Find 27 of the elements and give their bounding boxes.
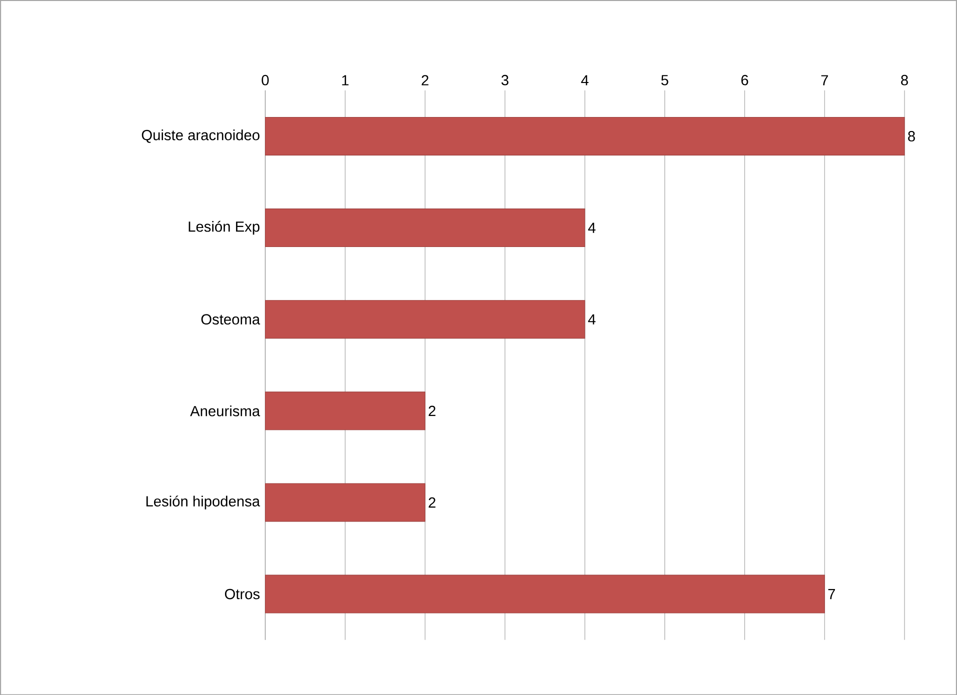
y-tick-label: Osteoma (201, 314, 260, 324)
data-label: 8 (908, 130, 915, 142)
x-tick-label: 4 (581, 75, 589, 86)
data-label: 2 (428, 406, 436, 416)
x-tick-label: 3 (501, 74, 508, 86)
bar (264, 300, 586, 338)
bar (264, 208, 586, 247)
bar (264, 574, 825, 614)
x-tick-label: 7 (821, 75, 828, 86)
x-tick-label: 2 (422, 74, 428, 86)
y-tick-label: Lesión hipodensa (146, 495, 260, 510)
y-tick-label: Lesión Exp (188, 220, 260, 235)
data-label: 4 (588, 314, 596, 324)
bar (264, 116, 905, 156)
data-label: 4 (588, 222, 596, 233)
y-tick-label: Aneurisma (190, 405, 260, 416)
x-tick-label: 5 (661, 74, 668, 86)
bar (264, 483, 426, 522)
data-label: 7 (828, 588, 835, 599)
x-tick-label: 8 (901, 74, 908, 86)
x-tick-label: 0 (262, 74, 269, 86)
y-tick-label: Quiste aracnoideo (142, 129, 260, 143)
x-tick-label: 6 (741, 74, 748, 86)
x-tick-label: 1 (342, 75, 349, 86)
y-tick-label: Otros (224, 588, 260, 600)
data-label: 2 (428, 497, 436, 508)
bar (264, 392, 426, 430)
